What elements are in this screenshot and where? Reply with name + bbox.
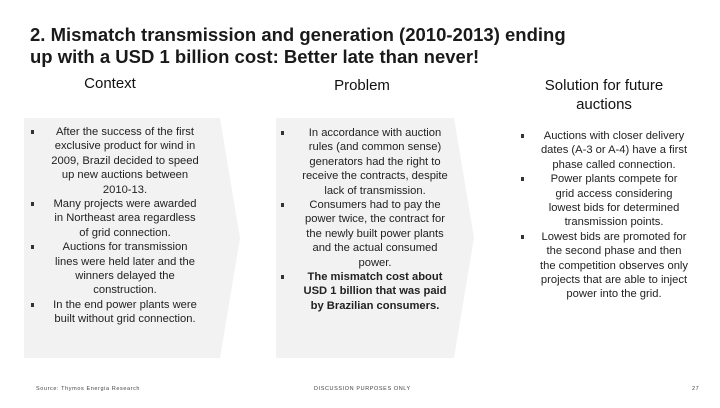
problem-arrow-box: [276, 118, 454, 358]
bullet-marker-icon: [281, 131, 284, 135]
problem-bullet: Consumers had to pay the power twice, th…: [281, 198, 450, 270]
solution-bullet: Power plants compete for grid access con…: [521, 172, 688, 230]
solution-bullet: Lowest bids are promoted for the second …: [521, 230, 688, 302]
source-note: Source: Thymos Energia Research: [36, 386, 141, 392]
context-bullet: Auctions for transmission lines were hel…: [31, 240, 200, 298]
context-bullets: After the success of the first exclusive…: [31, 125, 200, 327]
context-bullet: In the end power plants were built witho…: [31, 298, 200, 327]
bullet-marker-icon: [31, 202, 34, 207]
context-heading: Context: [84, 75, 136, 92]
bullet-marker-icon: [31, 245, 34, 250]
solution-bullet: Auctions with closer delivery dates (A-3…: [521, 129, 688, 172]
context-bullet: After the success of the first exclusive…: [31, 125, 200, 197]
bullet-marker-icon: [281, 203, 284, 208]
solution-heading: Solution for future auctions: [544, 77, 664, 113]
slide-title: 2. Mismatch transmission and generation …: [30, 24, 690, 68]
problem-heading: Problem: [334, 77, 390, 94]
problem-bullet-highlight: The mismatch cost about USD 1 billion th…: [281, 270, 450, 313]
solution-bullets: Auctions with closer delivery dates (A-3…: [521, 129, 688, 302]
bullet-marker-icon: [521, 177, 524, 182]
slide-title-line-1: 2. Mismatch transmission and generation …: [30, 24, 566, 45]
page-number: 27: [692, 386, 700, 392]
problem-bullet: In accordance with auction rules (and co…: [281, 126, 450, 198]
bullet-marker-icon: [521, 134, 524, 138]
context-arrow-box: [24, 118, 220, 358]
context-arrow-tip: [220, 118, 240, 358]
bullet-marker-icon: [31, 130, 34, 134]
context-bullet: Many projects were awarded in Northeast …: [31, 197, 200, 240]
bullet-marker-icon: [521, 234, 524, 239]
problem-bullets: In accordance with auction rules (and co…: [281, 126, 450, 313]
slide-title-line-2: up with a USD 1 billion cost: Better lat…: [30, 46, 480, 67]
problem-arrow-tip: [454, 118, 474, 358]
bullet-marker-icon: [31, 302, 34, 307]
discussion-note: DISCUSSION PURPOSES ONLY: [314, 386, 411, 392]
bullet-marker-icon: [281, 275, 284, 280]
